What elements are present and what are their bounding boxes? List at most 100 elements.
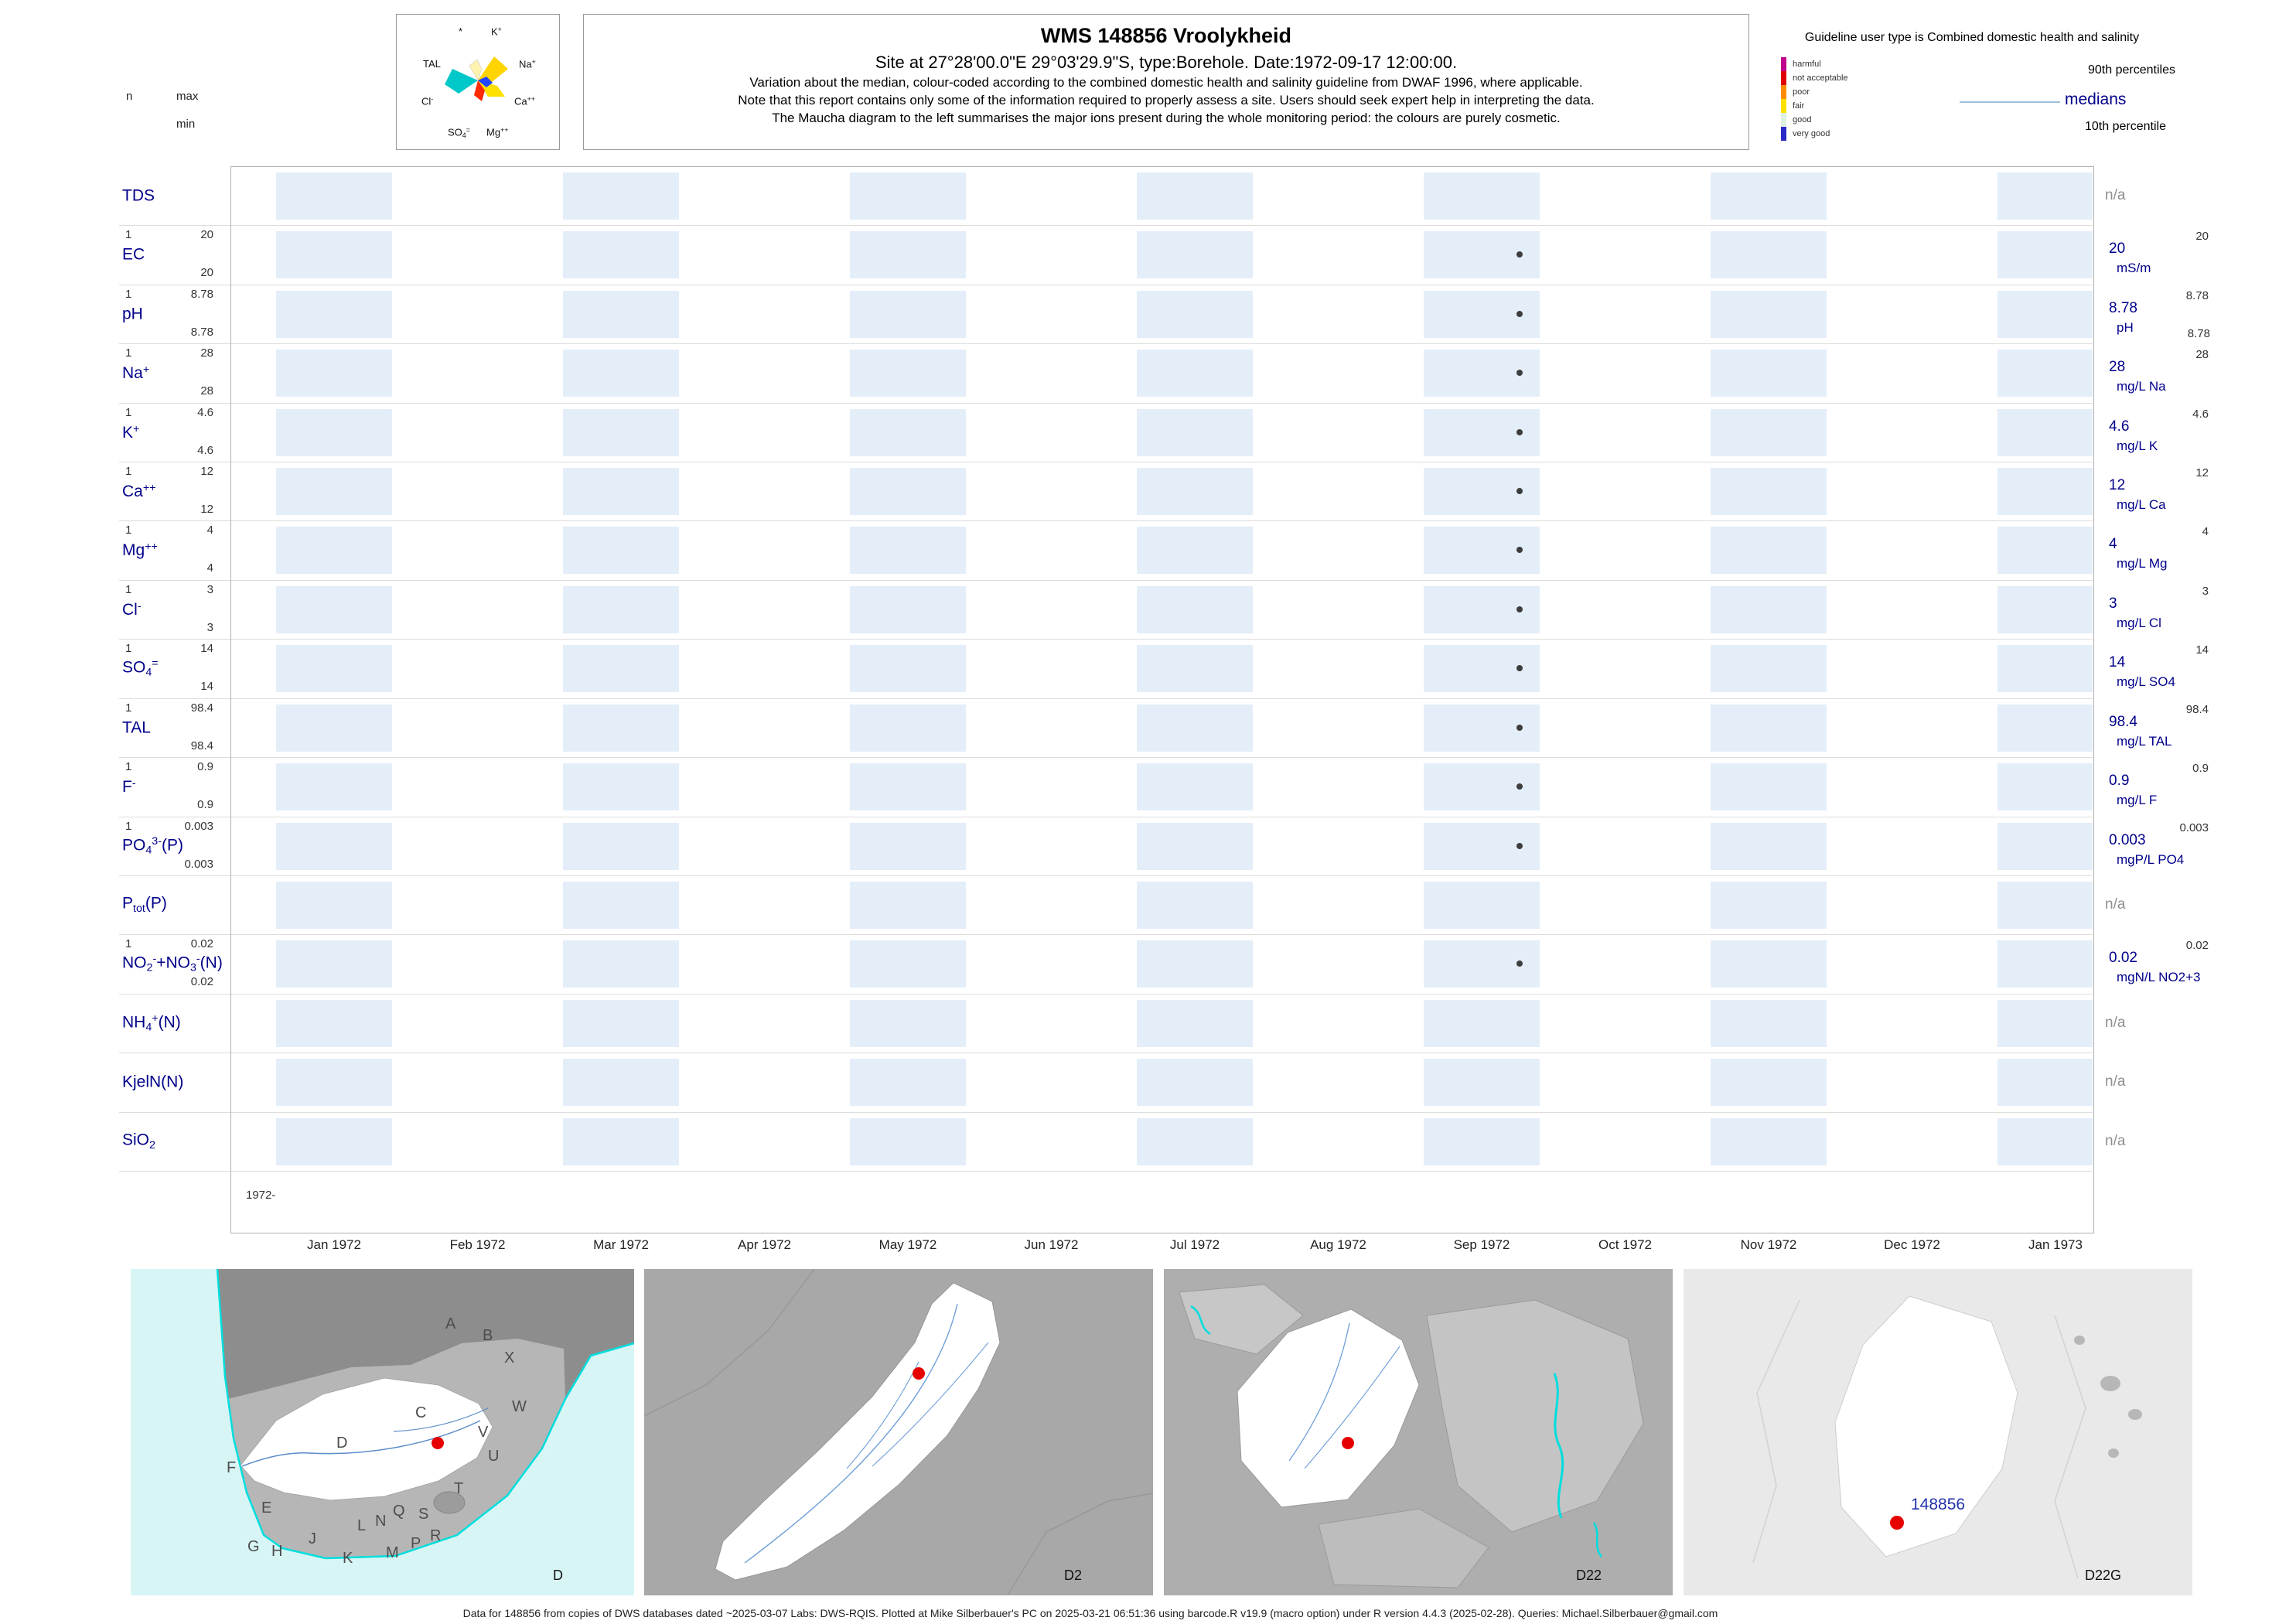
river xyxy=(872,1342,989,1467)
p90-value: 12 xyxy=(2195,466,2209,480)
data-point xyxy=(1516,428,1523,435)
month-band xyxy=(1424,881,1540,929)
ion-label: Cl- xyxy=(421,95,434,107)
drainage-region-letter: E xyxy=(261,1499,272,1517)
param-label-f: F- xyxy=(122,777,136,797)
drainage-region-letter: C xyxy=(415,1404,427,1421)
p10-value: 8.78 xyxy=(2187,326,2210,340)
param-row-ec: EC 1 20 20 20 20 mS/m xyxy=(0,225,2296,284)
water-feature xyxy=(1592,1522,1603,1557)
min-value: 4.6 xyxy=(197,443,213,457)
drainage-basin-d22 xyxy=(1237,1308,1420,1508)
month-label: Apr 1972 xyxy=(738,1237,791,1252)
p90-value: 20 xyxy=(2195,230,2209,244)
max-value: 4.6 xyxy=(197,405,213,419)
month-band xyxy=(276,468,392,516)
guideline-class-label: not acceptable xyxy=(1793,73,1848,83)
sub-basin xyxy=(1426,1299,1644,1533)
data-point xyxy=(1516,960,1523,967)
min-value: 3 xyxy=(206,620,213,634)
median-value: 0.003 xyxy=(2109,831,2146,848)
month-band xyxy=(850,585,966,633)
month-label: Jan 1972 xyxy=(307,1237,361,1252)
sample-count: 1 xyxy=(125,346,132,360)
month-band xyxy=(563,172,679,220)
sample-count: 1 xyxy=(125,228,132,242)
param-row-nh4: NH4+(N) n/a xyxy=(0,994,2296,1053)
row-separator xyxy=(119,1111,2093,1113)
month-label: Jul 1972 xyxy=(1169,1237,1220,1252)
month-band xyxy=(563,350,679,397)
month-band xyxy=(850,408,966,456)
maucha-ion-labels: * K+ TAL Na+ Cl- Ca++ SO4= Mg++ xyxy=(397,15,559,149)
month-band xyxy=(1997,999,2093,1047)
month-band xyxy=(1137,585,1253,633)
month-band xyxy=(1137,408,1253,456)
param-label-k: K+ xyxy=(122,422,140,442)
max-value: 8.78 xyxy=(190,287,213,301)
median-value: 3 xyxy=(2109,595,2117,612)
p90-value: 98.4 xyxy=(2185,702,2209,716)
drainage-region-letter: L xyxy=(357,1517,367,1534)
site-marker-dot xyxy=(913,1367,925,1380)
month-band xyxy=(276,585,392,633)
param-row-ca: Ca++ 1 12 12 12 12 mg/L Ca xyxy=(0,462,2296,520)
year-label: 1972- xyxy=(246,1189,276,1202)
drainage-region-letter: M xyxy=(386,1544,399,1561)
drainage-region-letter: N xyxy=(375,1513,387,1530)
guideline-color-swatch xyxy=(1781,71,1786,85)
min-value: 12 xyxy=(200,503,213,517)
month-band xyxy=(1997,408,2093,456)
site-subtitle: Site at 27°28'00.0"E 29°03'29.9"S, type:… xyxy=(875,53,1458,72)
stat-key-max: max xyxy=(176,90,199,103)
max-value: 0.9 xyxy=(197,760,213,774)
param-label-ptot: Ptot(P) xyxy=(122,894,167,915)
map-label-d22g: D22G xyxy=(2084,1568,2121,1583)
median-value: 98.4 xyxy=(2109,713,2137,730)
month-label: Nov 1972 xyxy=(1740,1237,1797,1252)
guideline-class-label: poor xyxy=(1793,87,1810,97)
param-label-na: Na+ xyxy=(122,363,150,383)
month-band xyxy=(1711,408,1827,456)
data-point xyxy=(1516,547,1523,554)
guideline-color-swatch xyxy=(1781,85,1786,99)
param-row-sio2: SiO2 n/a xyxy=(0,1112,2296,1171)
month-band xyxy=(1711,1117,1827,1165)
site-id-label: 148856 xyxy=(1911,1496,1966,1513)
month-label: Sep 1972 xyxy=(1453,1237,1510,1252)
month-band xyxy=(1137,350,1253,397)
sub-basin-boundary xyxy=(644,1269,815,1417)
month-band xyxy=(563,1059,679,1107)
d22g-region-map xyxy=(1684,1269,2192,1595)
data-point xyxy=(1516,665,1523,672)
month-band xyxy=(1711,704,1827,752)
na-label: n/a xyxy=(2105,187,2126,203)
month-band xyxy=(1997,1117,2093,1165)
maucha-wing-na xyxy=(478,56,508,83)
median-value: 0.9 xyxy=(2109,773,2130,790)
p90-value: 28 xyxy=(2195,348,2209,362)
sample-count: 1 xyxy=(125,405,132,419)
max-value: 0.003 xyxy=(184,819,213,833)
sample-count: 1 xyxy=(125,582,132,596)
data-point xyxy=(1516,724,1523,731)
month-band xyxy=(1137,822,1253,870)
month-band xyxy=(1997,290,2093,338)
sub-basin-boundary xyxy=(1752,1299,1800,1564)
month-label: May 1972 xyxy=(878,1237,937,1252)
p10-legend-label: 10th percentile xyxy=(2085,120,2166,133)
urban-area xyxy=(2128,1409,2142,1420)
param-label-tds: TDS xyxy=(122,186,155,205)
month-band xyxy=(1711,940,1827,988)
month-band xyxy=(563,999,679,1047)
month-band xyxy=(1137,527,1253,575)
max-value: 3 xyxy=(206,582,213,596)
month-band xyxy=(1137,704,1253,752)
month-band xyxy=(1137,881,1253,929)
p90-legend-label: 90th percentiles xyxy=(2088,63,2175,77)
unit-label: mg/L Mg xyxy=(2117,556,2168,571)
month-band xyxy=(1424,1059,1540,1107)
param-row-mg: Mg++ 1 4 4 4 4 mg/L Mg xyxy=(0,520,2296,579)
p90-value: 4 xyxy=(2202,525,2209,539)
row-separator xyxy=(119,757,2093,759)
